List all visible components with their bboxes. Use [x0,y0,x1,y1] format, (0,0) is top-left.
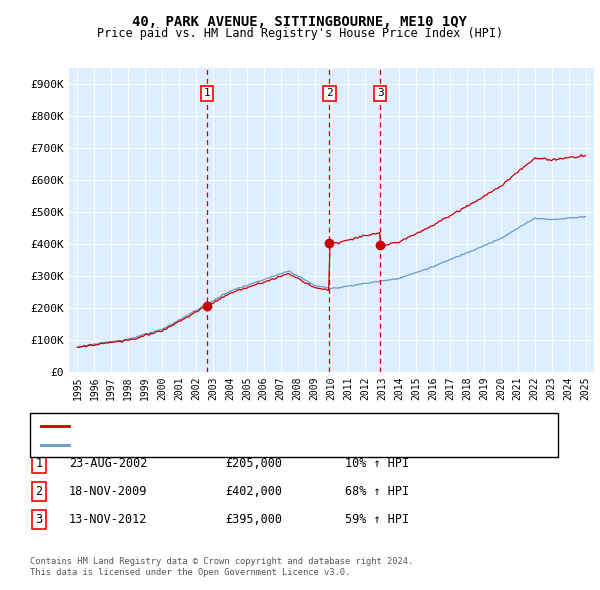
Text: 2: 2 [35,485,43,498]
Text: 68% ↑ HPI: 68% ↑ HPI [345,485,409,498]
Text: Contains HM Land Registry data © Crown copyright and database right 2024.: Contains HM Land Registry data © Crown c… [30,558,413,566]
Text: 13-NOV-2012: 13-NOV-2012 [69,513,148,526]
Text: £395,000: £395,000 [225,513,282,526]
Text: 18-NOV-2009: 18-NOV-2009 [69,485,148,498]
Text: 40, PARK AVENUE, SITTINGBOURNE, ME10 1QY: 40, PARK AVENUE, SITTINGBOURNE, ME10 1QY [133,15,467,29]
Text: £205,000: £205,000 [225,457,282,470]
Text: Price paid vs. HM Land Registry's House Price Index (HPI): Price paid vs. HM Land Registry's House … [97,27,503,40]
Text: 1: 1 [35,457,43,470]
Text: 1: 1 [203,88,210,99]
Text: 23-AUG-2002: 23-AUG-2002 [69,457,148,470]
Text: 10% ↑ HPI: 10% ↑ HPI [345,457,409,470]
Text: 59% ↑ HPI: 59% ↑ HPI [345,513,409,526]
Text: This data is licensed under the Open Government Licence v3.0.: This data is licensed under the Open Gov… [30,568,350,577]
Text: HPI: Average price, detached house, Swale: HPI: Average price, detached house, Swal… [75,440,321,450]
Text: 3: 3 [35,513,43,526]
Text: 40, PARK AVENUE, SITTINGBOURNE, ME10 1QY (detached house): 40, PARK AVENUE, SITTINGBOURNE, ME10 1QY… [75,421,417,431]
Text: £402,000: £402,000 [225,485,282,498]
Text: 3: 3 [377,88,383,99]
Text: 2: 2 [326,88,333,99]
